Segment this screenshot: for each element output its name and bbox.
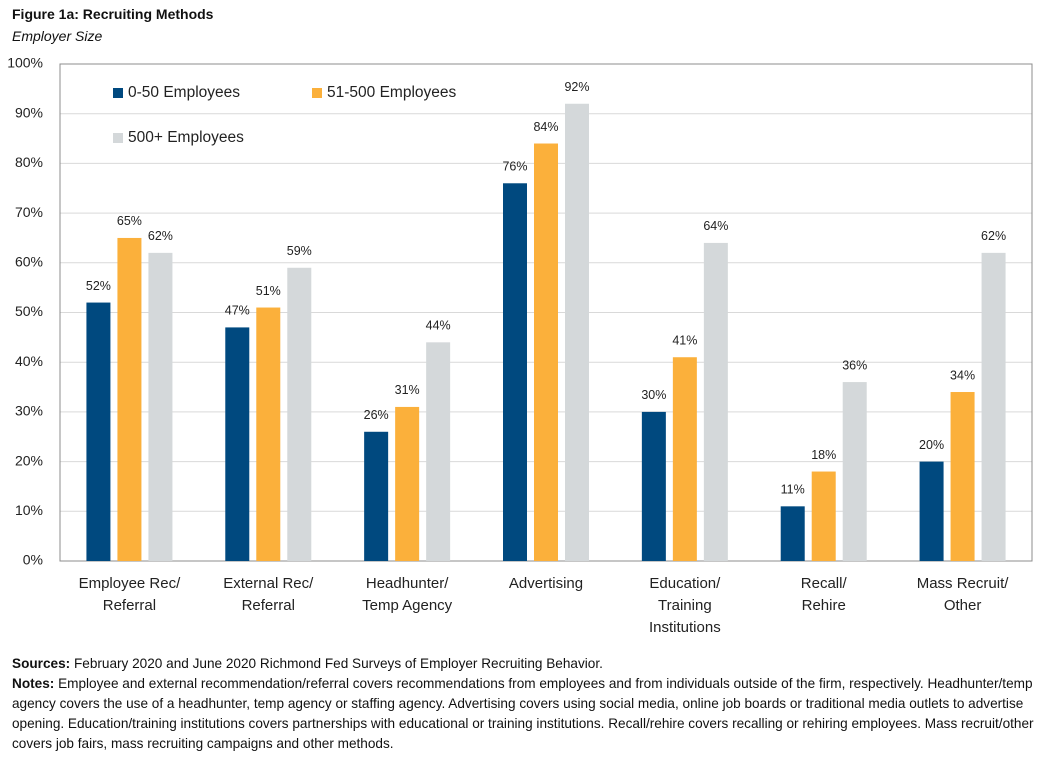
chart: 0% 10% 20% 30% 40% 50% 60% 70% 80% 90% 100% Employe… xyxy=(7,55,1033,636)
x-tick-label: Recall/Rehire xyxy=(801,575,848,614)
x-tick-label: Mass Recruit/Other xyxy=(917,575,1010,614)
y-tick-label: 10% xyxy=(15,502,43,518)
data-label: 30% xyxy=(641,388,666,402)
bar xyxy=(503,183,527,561)
x-tick-label: Headhunter/Temp Agency xyxy=(362,575,453,614)
bar xyxy=(256,307,281,561)
y-tick-label: 40% xyxy=(15,353,43,369)
bar xyxy=(981,252,1006,562)
chart-title: Figure 1a: Recruiting Methods xyxy=(12,6,214,22)
bar xyxy=(534,143,558,561)
bar xyxy=(950,392,975,561)
y-tick-label: 70% xyxy=(15,204,43,220)
data-label: 20% xyxy=(919,438,944,452)
bar xyxy=(426,342,451,561)
bar xyxy=(703,242,728,562)
y-tick-label: 30% xyxy=(15,403,43,419)
bar xyxy=(364,431,389,561)
y-tick-label: 90% xyxy=(15,104,43,120)
bar xyxy=(395,406,420,561)
legend-swatch xyxy=(312,88,322,98)
bar xyxy=(641,411,666,561)
x-tick-label: Advertising xyxy=(509,575,583,592)
legend-label: 51-500 Employees xyxy=(327,84,456,101)
y-tick-label: 100% xyxy=(7,55,43,71)
bar xyxy=(811,471,836,561)
bar xyxy=(225,327,250,561)
bar xyxy=(287,267,312,561)
notes: Notes: Employee and external recommendat… xyxy=(12,674,1037,754)
x-tick-label: Employee Rec/Referral xyxy=(79,575,182,614)
bar xyxy=(780,506,805,561)
bar xyxy=(117,237,142,561)
data-label: 65% xyxy=(117,214,142,228)
bar xyxy=(672,357,697,561)
sources-label: Sources: xyxy=(12,656,71,671)
x-tick-label: External Rec/Referral xyxy=(223,575,314,614)
data-label: 47% xyxy=(225,304,250,318)
x-tick-label: Education/Training Institutions xyxy=(649,575,721,636)
data-label: 92% xyxy=(564,80,589,94)
data-label: 18% xyxy=(811,448,836,462)
data-label: 62% xyxy=(148,229,173,243)
data-label: 64% xyxy=(703,219,728,233)
bar xyxy=(919,461,944,561)
data-label: 44% xyxy=(426,319,451,333)
legend-swatch xyxy=(113,88,123,98)
bar xyxy=(565,103,589,561)
bar xyxy=(86,302,111,561)
data-label: 76% xyxy=(502,160,527,174)
data-label: 84% xyxy=(533,120,558,134)
data-label: 11% xyxy=(781,483,805,497)
bar xyxy=(842,382,867,561)
legend-label: 500+ Employees xyxy=(128,129,244,146)
data-label: 62% xyxy=(981,229,1006,243)
footnotes: Sources: February 2020 and June 2020 Ric… xyxy=(12,654,1037,754)
data-label: 52% xyxy=(86,279,111,293)
bar xyxy=(148,252,173,562)
sources: Sources: February 2020 and June 2020 Ric… xyxy=(12,654,1037,674)
data-label: 36% xyxy=(842,358,867,372)
sources-text: February 2020 and June 2020 Richmond Fed… xyxy=(73,656,603,671)
y-tick-label: 50% xyxy=(15,303,43,319)
legend-label: 0-50 Employees xyxy=(128,84,240,101)
notes-label: Notes: xyxy=(12,676,55,691)
data-label: 41% xyxy=(672,334,697,348)
data-label: 34% xyxy=(950,368,975,382)
data-label: 59% xyxy=(287,244,312,258)
data-label: 51% xyxy=(256,284,281,298)
y-tick-label: 0% xyxy=(23,552,43,568)
data-label: 31% xyxy=(395,383,420,397)
notes-text: Employee and external recommendation/ref… xyxy=(12,676,1034,751)
data-label: 26% xyxy=(364,408,389,422)
legend-swatch xyxy=(113,133,123,143)
y-tick-label: 80% xyxy=(15,154,43,170)
chart-subtitle: Employer Size xyxy=(12,28,103,44)
y-tick-label: 60% xyxy=(15,254,43,270)
y-tick-label: 20% xyxy=(15,452,43,468)
